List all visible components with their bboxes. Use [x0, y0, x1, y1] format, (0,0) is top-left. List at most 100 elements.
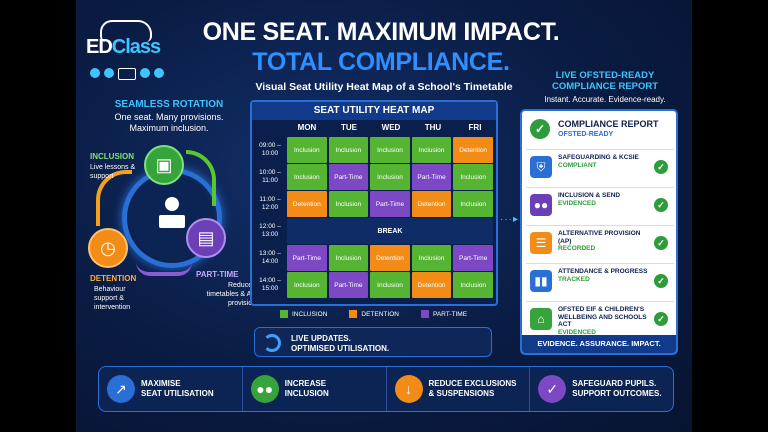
report-header: ✓ COMPLIANCE REPORT OFSTED-READY	[522, 111, 676, 147]
headline-line1: ONE SEAT. MAXIMUM IMPACT.	[202, 18, 560, 46]
part-time-desc: Reduced timetables & AP provision	[206, 282, 256, 307]
compliance-item: ⛨ SAFEGUARDING & KCSIE COMPLIANT ✓	[526, 149, 674, 185]
benefit-item: ●● INCREASE INCLUSION	[243, 367, 387, 411]
refresh-icon	[263, 334, 281, 352]
benefit-icon: ↓	[394, 375, 423, 403]
compliance-heading: LIVE OFSTED-READY COMPLIANCE REPORT	[551, 70, 659, 92]
heatmap-cell: Inclusion	[411, 245, 452, 271]
benefit-text: INCREASE INCLUSION	[284, 379, 329, 398]
heatmap-cell: Part-Time	[328, 164, 369, 190]
heatmap-cell: Inclusion	[287, 164, 327, 190]
time-slot-label: 14:00 –15:00	[259, 277, 281, 292]
time-slot-label: 10:00 –11:00	[259, 169, 281, 184]
heatmap-cell: Inclusion	[328, 245, 369, 271]
heatmap-cell: Inclusion	[328, 137, 369, 163]
check-icon: ✓	[654, 274, 668, 288]
heatmap-rows: 09:00 –10:00 Inclusion Inclusion Inclusion I…	[252, 137, 496, 298]
heatmap-row: 11:00 –12:00 Detention Inclusion Part-Time D…	[254, 191, 494, 217]
compliance-subtitle: Instant. Accurate. Evidence-ready.	[544, 95, 666, 104]
time-slot-label: 09:00 –10:00	[259, 142, 281, 157]
compliance-item-name: INCLUSION & SEND EVIDENCED	[558, 192, 621, 207]
heatmap-row: 12:00 –13:00 BREAK	[254, 218, 494, 244]
detention-clock-icon: ◷	[88, 228, 128, 268]
compliance-item-name: ALTERNATIVE PROVISION (AP) RECORDED	[558, 230, 641, 252]
heatmap-cell: Inclusion	[287, 137, 327, 163]
benefit-item: ↓ REDUCE EXCLUSIONS & SUSPENSIONS	[387, 367, 531, 411]
heatmap-cell: Inclusion	[370, 272, 410, 298]
inclusion-label: INCLUSION	[90, 152, 134, 161]
clipboard-icon: ☰	[530, 232, 552, 254]
heatmap-cell: Detention	[411, 191, 452, 217]
heatmap-cell: Inclusion	[411, 137, 452, 163]
edclass-logo: EDClass	[82, 14, 164, 84]
benefit-text: REDUCE EXCLUSIONS & SUSPENSIONS	[428, 379, 517, 398]
cycle-arrow-green	[186, 150, 216, 206]
heatmap-header: MON TUE WED THU FRI	[252, 120, 496, 136]
people-icon	[90, 68, 164, 80]
seat-utility-heatmap: SEAT UTILITY HEAT MAP MON TUE WED THU FR…	[250, 100, 498, 306]
detention-desc: Behaviour support & intervention	[94, 286, 131, 311]
cloud-icon	[100, 20, 152, 42]
rotation-title: SEAMLESS ROTATION	[114, 99, 224, 110]
time-slot-label: 12:00 –13:00	[259, 223, 281, 238]
time-slot-label: 13:00 –14:00	[259, 250, 281, 265]
infographic: EDClass ONE SEAT. MAXIMUM IMPACT. TOTAL …	[76, 0, 692, 432]
check-icon: ✓	[654, 236, 668, 250]
heatmap-cell: Detention	[411, 272, 452, 298]
headline-subtitle: Visual Seat Utility Heat Map of a School…	[255, 81, 513, 93]
benefits-bar: ↗ MAXIMISE SEAT UTILISATION ●● INCREASE INCLU…	[98, 366, 674, 412]
benefit-text: SAFEGUARD PUPILS. SUPPORT OUTCOMES.	[572, 379, 662, 398]
heatmap-cell: Inclusion	[328, 191, 369, 217]
heatmap-row: 14:00 –15:00 Inclusion Part-Time Inclusion D…	[254, 272, 494, 298]
legend-inclusion: INCLUSION	[280, 310, 327, 318]
compliance-item: ●● INCLUSION & SEND EVIDENCED ✓	[526, 187, 674, 223]
logo-text: EDClass	[86, 36, 161, 58]
heatmap-cell: Detention	[287, 191, 327, 217]
report-title: COMPLIANCE REPORT	[558, 119, 659, 129]
report-footer: EVIDENCE. ASSURANCE. IMPACT.	[522, 335, 676, 353]
check-icon: ✓	[654, 160, 668, 174]
time-slot-label: 11:00 –12:00	[259, 196, 281, 211]
compliance-item-status: RECORDED	[558, 245, 596, 252]
heatmap-cell: Inclusion	[370, 137, 410, 163]
heatmap-cell: Inclusion	[370, 164, 410, 190]
arrow-right-icon: ···▸	[500, 214, 520, 225]
part-time-label: PART-TIME	[196, 270, 239, 279]
monitor-icon	[118, 68, 136, 80]
heatmap-cell: Inclusion	[453, 164, 493, 190]
compliance-item-status: COMPLIANT	[558, 161, 597, 169]
compliance-item-name: ATTENDANCE & PROGRESS TRACKED	[558, 268, 648, 283]
compliance-item-name: OFSTED EIF & CHILDREN'S WELLBEING AND SC…	[558, 306, 647, 336]
heatmap-legend: INCLUSION DETENTION PART-TIME	[280, 310, 467, 318]
cycle-arrow-orange	[96, 170, 132, 226]
legend-part-time: PART-TIME	[420, 310, 467, 318]
heatmap-cell: Detention	[453, 137, 493, 163]
compliance-item: ☰ ALTERNATIVE PROVISION (AP) RECORDED ✓	[526, 225, 674, 261]
day-header: THU	[424, 123, 442, 132]
compliance-item-status: EVIDENCED	[558, 199, 596, 207]
heatmap-cell: Inclusion	[287, 272, 327, 298]
day-header: TUE	[341, 123, 357, 132]
heatmap-cell: Detention	[370, 245, 410, 271]
heatmap-row: 09:00 –10:00 Inclusion Inclusion Inclusion I…	[254, 137, 494, 163]
benefit-text: MAXIMISE SEAT UTILISATION	[141, 379, 214, 398]
inclusion-desc: Live lessons & support	[90, 164, 136, 180]
heatmap-cell: Part-Time	[328, 272, 369, 298]
check-icon: ✓	[654, 198, 668, 212]
compliance-item: ▮▮ ATTENDANCE & PROGRESS TRACKED ✓	[526, 263, 674, 299]
heatmap-title: SEAT UTILITY HEAT MAP	[252, 102, 496, 120]
compliance-item-status: EVIDENCED	[558, 328, 596, 336]
report-subtitle: OFSTED-READY	[558, 131, 614, 138]
rotation-subtitle: One seat. Many provisions. Maximum inclu…	[114, 112, 224, 133]
shield-icon: ⛨	[530, 156, 552, 178]
heatmap-cell: Part-Time	[411, 164, 452, 190]
heatmap-cell: Part-Time	[453, 245, 493, 271]
heatmap-cell: Part-Time	[287, 245, 327, 271]
compliance-item-status: TRACKED	[558, 275, 590, 283]
part-time-book-icon: ▤	[186, 218, 226, 258]
compliance-item-name: SAFEGUARDING & KCSIE COMPLIANT	[558, 154, 639, 169]
people-icon: ●●	[530, 194, 552, 216]
benefit-item: ✓ SAFEGUARD PUPILS. SUPPORT OUTCOMES.	[530, 367, 673, 411]
benefit-icon: ●●	[250, 375, 279, 403]
day-header: WED	[381, 123, 401, 132]
